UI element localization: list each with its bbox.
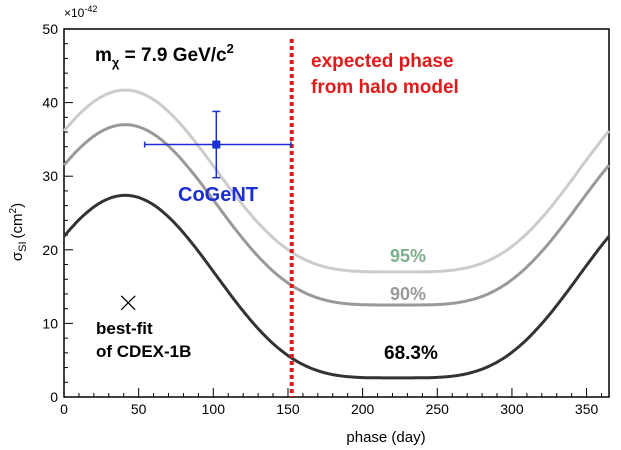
y-tick-label: 10 <box>42 315 58 331</box>
cogent-point <box>212 140 221 149</box>
cdex-x-stroke <box>120 295 136 311</box>
series-label-90: 90% <box>390 284 426 304</box>
series-curve <box>62 193 611 380</box>
cogent-label: CoGeNT <box>178 184 258 206</box>
series-curve <box>62 88 611 274</box>
y-tick-label: 40 <box>42 95 58 111</box>
cdex-label-line2: of CDEX-1B <box>96 342 191 361</box>
expected-phase-label-line2: from halo model <box>311 77 459 98</box>
series-label-68: 68.3% <box>384 343 438 364</box>
y-tick-label: 30 <box>42 168 58 184</box>
y-exponent-label: ×10-42 <box>64 4 97 20</box>
x-tick-label: 200 <box>351 401 375 417</box>
series-curve <box>62 123 611 307</box>
y-tick-label: 20 <box>42 242 58 258</box>
cogent-point-group <box>143 110 292 179</box>
x-tick-label: 0 <box>60 401 68 417</box>
x-tick-label: 150 <box>276 401 300 417</box>
x-tick-label: 250 <box>426 401 450 417</box>
cdex-bestfit-marker <box>120 295 136 311</box>
plot-frame-group <box>63 28 610 398</box>
series-label-95: 95% <box>390 246 426 266</box>
x-axis-title: phase (day) <box>346 429 425 446</box>
mass-label: mχ = 7.9 GeV/c2 <box>95 41 234 70</box>
y-axis-title: σSI(cm2) <box>8 203 29 261</box>
x-tick-label: 50 <box>131 401 147 417</box>
cdex-label-line1: best-fit <box>96 319 153 338</box>
x-tick-label: 350 <box>575 401 599 417</box>
y-tick-label: 0 <box>50 389 58 405</box>
y-tick-label: 50 <box>42 21 58 37</box>
axis-ticks: 0 50 100 150 200 250 300 350 0 10 20 30 40 50 <box>42 21 603 417</box>
expected-phase-label-line1: expected phase <box>311 51 454 72</box>
series-curves <box>62 88 611 380</box>
x-tick-label: 300 <box>500 401 524 417</box>
plot-frame <box>63 28 610 398</box>
x-tick-label: 100 <box>202 401 226 417</box>
